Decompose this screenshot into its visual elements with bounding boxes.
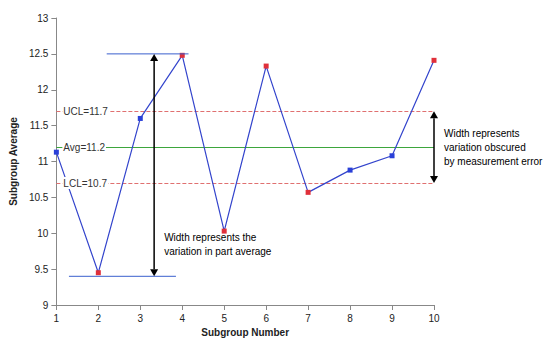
svg-text:3: 3: [138, 313, 144, 324]
svg-text:10: 10: [37, 228, 49, 239]
svg-text:9: 9: [389, 313, 395, 324]
svg-text:12.5: 12.5: [29, 48, 49, 59]
svg-text:UCL=11.7: UCL=11.7: [63, 106, 108, 117]
svg-text:9.5: 9.5: [34, 264, 48, 275]
svg-text:variation obscured: variation obscured: [444, 142, 526, 153]
svg-text:5: 5: [221, 313, 227, 324]
svg-text:by measurement error: by measurement error: [444, 156, 543, 167]
svg-text:12: 12: [37, 84, 49, 95]
svg-text:Width represents: Width represents: [444, 128, 520, 139]
svg-text:Subgroup Average: Subgroup Average: [8, 117, 19, 206]
svg-text:4: 4: [179, 313, 185, 324]
svg-text:Width represents the: Width represents the: [164, 232, 257, 243]
svg-text:Avg=11.2: Avg=11.2: [63, 142, 105, 153]
svg-text:8: 8: [347, 313, 353, 324]
svg-text:6: 6: [263, 313, 269, 324]
svg-text:variation in part average: variation in part average: [164, 246, 272, 257]
svg-text:1: 1: [54, 313, 60, 324]
svg-text:10.5: 10.5: [29, 192, 49, 203]
svg-text:Subgroup Number: Subgroup Number: [201, 327, 289, 338]
svg-text:13: 13: [37, 13, 49, 24]
svg-text:11.5: 11.5: [30, 120, 49, 131]
svg-text:9: 9: [43, 300, 49, 311]
svg-text:2: 2: [96, 313, 102, 324]
svg-text:10: 10: [428, 313, 440, 324]
svg-text:11: 11: [38, 156, 49, 167]
svg-text:LCL=10.7: LCL=10.7: [63, 178, 107, 189]
svg-text:7: 7: [305, 313, 311, 324]
